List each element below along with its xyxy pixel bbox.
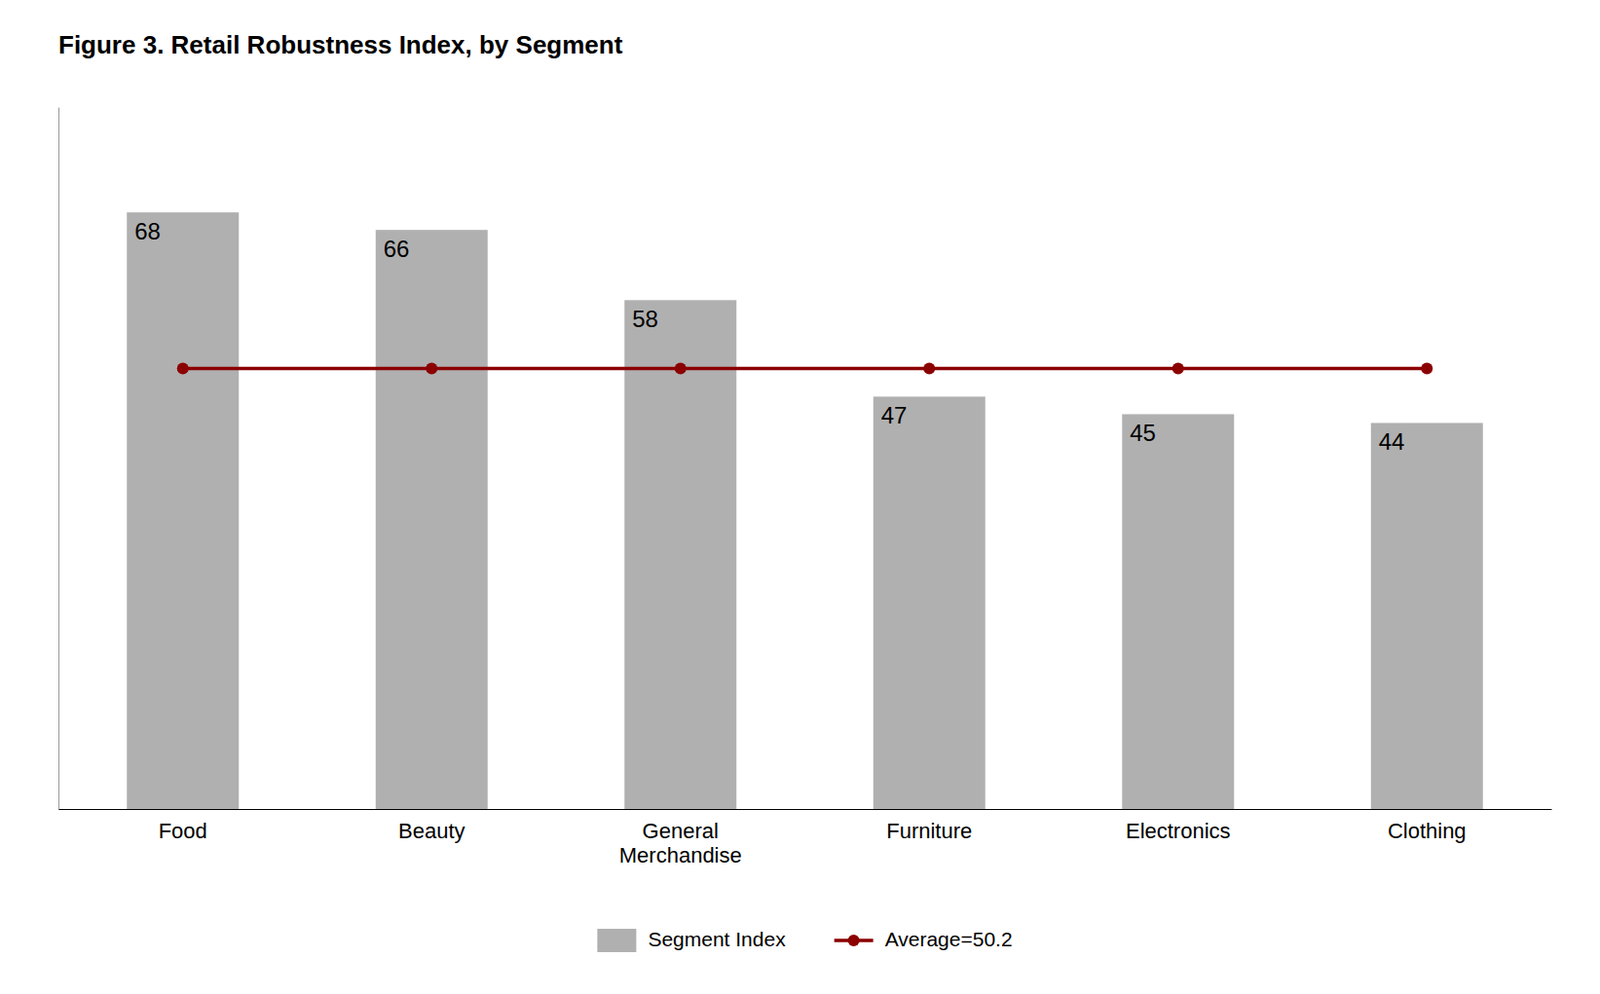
bar <box>126 212 239 810</box>
x-tick-label-line: Food <box>158 818 208 844</box>
x-tick-label-line: General <box>642 818 719 844</box>
data-labels: 68 66 58 47 45 44 <box>134 218 1405 455</box>
line-marker <box>177 363 189 375</box>
bar <box>624 299 737 810</box>
plot-area: 68 66 58 47 45 44 Food Beauty GeneralMerchandise… <box>59 108 1553 868</box>
line-marker <box>1172 363 1185 375</box>
x-tick-label: Food <box>158 818 208 844</box>
legend: Segment Index Average=50.2 <box>596 928 1012 953</box>
x-axis-line <box>59 809 1553 811</box>
x-tick-label-line: Beauty <box>398 818 466 844</box>
average-line <box>183 367 1428 372</box>
y-axis <box>58 108 60 811</box>
data-label: 68 <box>134 218 161 245</box>
x-tick-label-line: Clothing <box>1387 818 1467 844</box>
data-label: 44 <box>1378 428 1406 455</box>
x-tick-label: Beauty <box>398 818 466 844</box>
line-marker <box>425 363 438 375</box>
data-label: 66 <box>383 235 410 262</box>
x-tick-label-line: Merchandise <box>619 843 743 868</box>
legend-item: Segment Index <box>596 928 786 953</box>
x-tick-label-line: Electronics <box>1125 818 1231 844</box>
bar <box>1371 422 1484 810</box>
bar <box>873 396 986 810</box>
bar <box>375 229 488 810</box>
x-axis: Food Beauty GeneralMerchandise Furniture Ele… <box>59 809 1553 868</box>
x-tick: Electronics <box>1125 809 1231 844</box>
legend-label: Average=50.2 <box>885 928 1013 951</box>
x-tick-label-line: Furniture <box>886 818 972 844</box>
line-marker <box>1420 363 1433 375</box>
x-tick-label: Furniture <box>886 818 972 844</box>
x-tick: Furniture <box>886 809 972 844</box>
legend-label: Segment Index <box>647 928 786 951</box>
x-tick-label: Electronics <box>1125 818 1231 844</box>
marks <box>126 212 1483 810</box>
line-marker <box>674 363 687 375</box>
x-tick: Beauty <box>398 809 466 844</box>
data-label: 47 <box>881 402 908 429</box>
x-tick-label: Clothing <box>1387 818 1467 844</box>
data-label: 45 <box>1129 419 1156 447</box>
x-tick: Clothing <box>1387 809 1467 844</box>
bar <box>1121 413 1234 810</box>
y-axis-line <box>58 108 60 811</box>
x-tick: GeneralMerchandise <box>619 809 743 868</box>
data-label: 58 <box>632 305 659 333</box>
line-marker <box>923 363 935 375</box>
legend-marker <box>848 934 860 947</box>
chart-title: Figure 3. Retail Robustness Index, by Se… <box>58 30 624 60</box>
x-tick: Food <box>158 809 208 844</box>
chart-svg: Figure 3. Retail Robustness Index, by Se… <box>0 0 1600 994</box>
x-tick-label: GeneralMerchandise <box>619 818 743 868</box>
legend-swatch <box>596 929 636 953</box>
legend-item: Average=50.2 <box>834 928 1013 951</box>
